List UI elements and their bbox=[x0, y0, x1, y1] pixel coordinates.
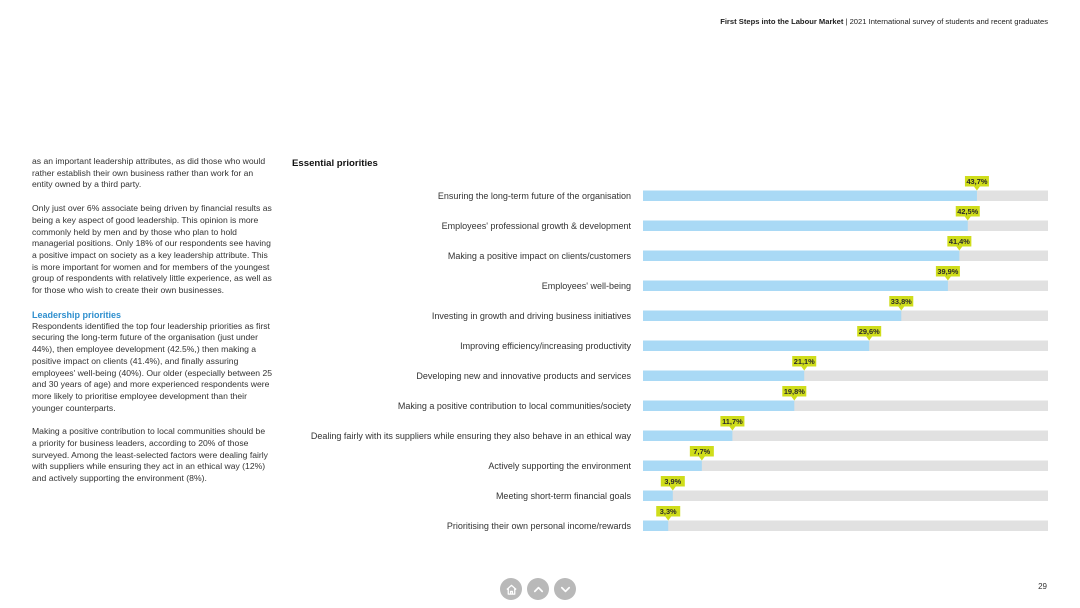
previous-page-button[interactable] bbox=[527, 578, 549, 600]
category-label: Developing new and innovative products a… bbox=[416, 371, 631, 381]
value-tag bbox=[857, 326, 882, 337]
section-heading: Leadership priorities bbox=[32, 309, 122, 320]
category-label: Making a positive contribution to local … bbox=[398, 401, 632, 411]
next-page-button[interactable] bbox=[554, 578, 576, 600]
data-bar bbox=[643, 340, 870, 351]
bar-track bbox=[643, 400, 1048, 411]
document-header: First Steps into the Labour Market | 202… bbox=[720, 17, 1048, 26]
value-tag-pointer bbox=[964, 216, 971, 221]
value-tag-pointer bbox=[729, 426, 736, 431]
body-paragraph: Making a positive contribution to local … bbox=[32, 426, 268, 484]
category-label: Improving efficiency/increasing producti… bbox=[460, 341, 631, 351]
value-tag bbox=[955, 206, 980, 217]
value-tag bbox=[935, 266, 960, 277]
data-label: 42,5% bbox=[957, 207, 978, 216]
data-label: 29,6% bbox=[859, 327, 880, 336]
value-tag bbox=[689, 446, 714, 457]
category-label: Ensuring the long-term future of the org… bbox=[438, 191, 631, 201]
value-tag bbox=[964, 176, 989, 187]
body-paragraph: as an important leadership attributes, a… bbox=[32, 156, 266, 190]
home-button[interactable] bbox=[500, 578, 522, 600]
page-navigation bbox=[500, 578, 576, 602]
data-bar bbox=[643, 190, 977, 201]
value-tag bbox=[889, 296, 914, 307]
body-text-column: as an important leadership attributes, a… bbox=[32, 156, 272, 497]
category-label: Making a positive impact on clients/cust… bbox=[448, 251, 632, 261]
value-tag-pointer bbox=[665, 516, 672, 521]
chart-title: Essential priorities bbox=[292, 158, 378, 169]
bar-track bbox=[643, 520, 1048, 531]
data-bar bbox=[643, 400, 795, 411]
value-tag-pointer bbox=[898, 306, 905, 311]
category-label: Dealing fairly with its suppliers while … bbox=[311, 431, 632, 441]
data-label: 11,7% bbox=[722, 417, 743, 426]
header-subtitle: | 2021 International survey of students … bbox=[843, 17, 1049, 26]
category-label: Meeting short-term financial goals bbox=[496, 491, 632, 501]
data-bar bbox=[643, 220, 968, 231]
home-icon bbox=[505, 584, 517, 595]
page-number: 29 bbox=[1038, 582, 1047, 591]
value-tag-pointer bbox=[956, 246, 963, 251]
chevron-down-icon bbox=[560, 586, 570, 592]
bar-track bbox=[643, 370, 1048, 381]
data-label: 19,8% bbox=[784, 387, 805, 396]
value-tag-pointer bbox=[791, 396, 798, 401]
data-label: 41,4% bbox=[949, 237, 970, 246]
data-bar bbox=[643, 490, 673, 501]
data-label: 7,7% bbox=[693, 447, 710, 456]
bar-track bbox=[643, 460, 1048, 471]
data-bar bbox=[643, 370, 805, 381]
value-tag bbox=[782, 386, 807, 397]
category-label: Employees' professional growth & develop… bbox=[442, 221, 632, 231]
category-label: Employees' well-being bbox=[542, 281, 631, 291]
value-tag bbox=[656, 506, 681, 517]
category-label: Investing in growth and driving business… bbox=[432, 311, 632, 321]
bar-track bbox=[643, 430, 1048, 441]
category-label: Prioritising their own personal income/r… bbox=[447, 521, 632, 531]
value-tag-pointer bbox=[973, 186, 980, 191]
value-tag bbox=[947, 236, 972, 247]
chevron-up-icon bbox=[533, 586, 543, 592]
data-label: 3,3% bbox=[660, 507, 677, 516]
data-bar bbox=[643, 250, 960, 261]
value-tag bbox=[720, 416, 745, 427]
header-title: First Steps into the Labour Market bbox=[720, 17, 844, 26]
body-paragraph: Respondents identified the top four lead… bbox=[32, 320, 272, 413]
value-tag bbox=[660, 476, 685, 487]
priorities-bar-chart: Ensuring the long-term future of the org… bbox=[311, 176, 1048, 531]
value-tag bbox=[792, 356, 817, 367]
category-label: Actively supporting the environment bbox=[488, 461, 631, 471]
data-bar bbox=[643, 310, 902, 321]
bar-track bbox=[643, 490, 1048, 501]
data-label: 39,9% bbox=[937, 267, 958, 276]
value-tag-pointer bbox=[698, 456, 705, 461]
value-tag-pointer bbox=[669, 486, 676, 491]
data-label: 33,8% bbox=[891, 297, 912, 306]
data-label: 43,7% bbox=[966, 177, 987, 186]
data-bar bbox=[643, 280, 948, 291]
data-bar bbox=[643, 520, 669, 531]
data-label: 3,9% bbox=[664, 477, 681, 486]
data-bar bbox=[643, 460, 702, 471]
data-bar bbox=[643, 430, 733, 441]
value-tag-pointer bbox=[866, 336, 873, 341]
value-tag-pointer bbox=[801, 366, 808, 371]
body-paragraph: Only just over 6% associate being driven… bbox=[32, 203, 272, 296]
data-label: 21,1% bbox=[794, 357, 815, 366]
value-tag-pointer bbox=[944, 276, 951, 281]
